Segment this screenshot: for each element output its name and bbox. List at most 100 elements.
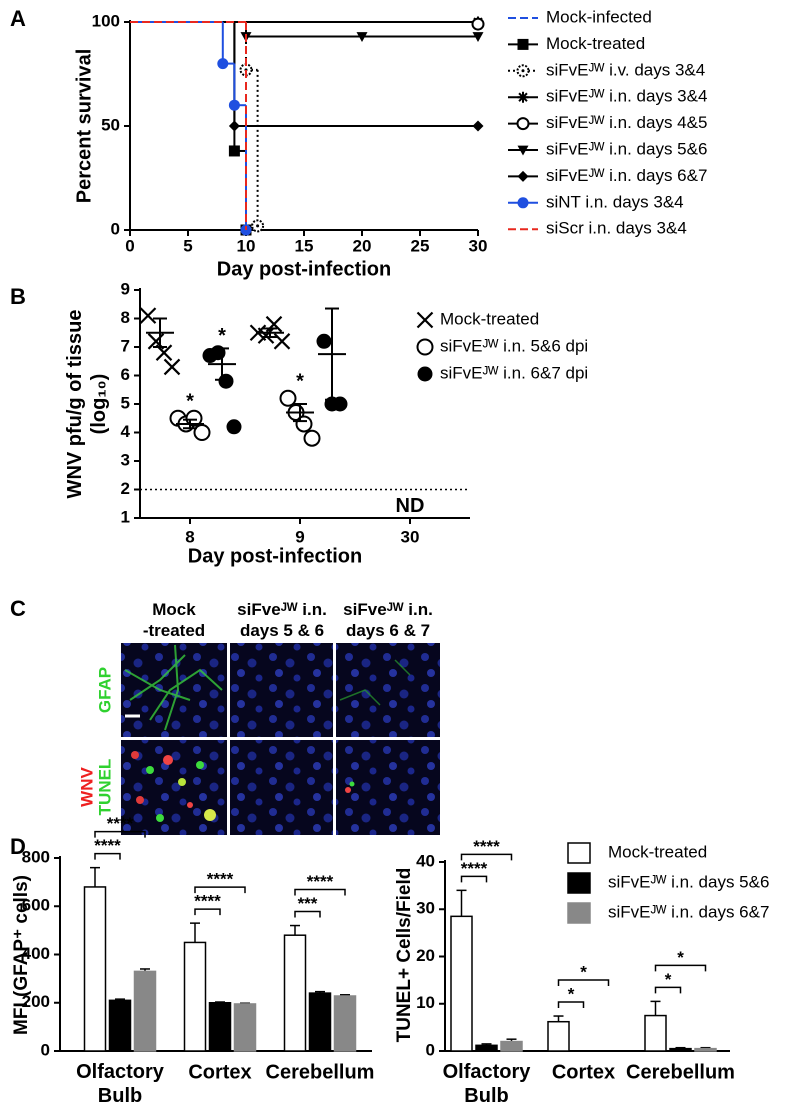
marker	[472, 120, 484, 132]
significance-label: *	[665, 970, 672, 989]
legend-swatch	[567, 902, 591, 924]
legend-label: siFvEᴶᵂ i.n. 6&7 dpi	[440, 363, 588, 382]
y-tick-label: 200	[22, 992, 50, 1011]
y-tick-label: 8	[121, 308, 130, 327]
significance: *	[296, 371, 304, 393]
marker	[193, 424, 211, 441]
marker	[163, 358, 181, 376]
y-tick-label: 6	[121, 365, 130, 384]
bar	[450, 915, 473, 1052]
significance-label: ****	[461, 859, 488, 878]
marker	[356, 32, 368, 43]
significance-label: ****	[207, 870, 234, 889]
y-tick-label: 100	[92, 11, 120, 30]
y-tick-label: 5	[121, 393, 130, 412]
significance-bracket	[557, 979, 610, 987]
tunel-stain	[131, 751, 355, 822]
legend-label: Mock-treated	[440, 309, 539, 328]
text-line: (log₁₀)	[88, 374, 110, 435]
y-tick-label: 1	[121, 507, 130, 526]
text-line: days 5 & 6	[240, 621, 324, 640]
significance-label: ****	[94, 836, 121, 855]
text-line: siFveᴶᵂ i.n.	[237, 600, 327, 619]
legend-label: siFvEᴶᵂ i.v. days 3&4	[546, 60, 705, 79]
significance-bracket	[94, 830, 146, 838]
y-axis-title: MFI (GFAP⁺ cells)	[11, 875, 32, 1035]
significance-bracket	[654, 986, 682, 994]
legend-label: siFvEᴶᵂ i.n. days 5&6	[608, 872, 769, 891]
significance-bracket	[294, 888, 346, 896]
marker	[228, 145, 240, 157]
marker	[517, 145, 529, 156]
significance-bracket	[194, 886, 246, 894]
y-tick-label: 3	[121, 450, 130, 469]
bar	[644, 1014, 667, 1052]
marker-dot	[256, 224, 260, 228]
legend-swatch	[567, 842, 591, 864]
panel-label: C	[10, 596, 26, 621]
marker	[226, 419, 242, 435]
significance-bracket	[94, 852, 121, 860]
legend-label: siFvEᴶᵂ i.n. days 3&4	[546, 87, 707, 106]
x-tick-label: 30	[401, 527, 420, 546]
x-tick-label: 30	[469, 236, 488, 255]
bar	[669, 1047, 692, 1052]
significance-bracket	[460, 875, 488, 883]
legend-label: Mock-treated	[608, 842, 707, 861]
significance-label: ****	[473, 837, 500, 856]
marker	[416, 311, 434, 329]
marker	[516, 117, 530, 131]
significance: *	[218, 325, 226, 347]
y-tick-label: 400	[22, 944, 50, 963]
marker	[417, 366, 433, 382]
legend-label: siFvEᴶᵂ i.n. days 5&6	[546, 139, 707, 158]
x-tick-label: 15	[295, 236, 314, 255]
y-tick-label: 2	[121, 479, 130, 498]
text-line: WNV pfu/g of tissue	[64, 310, 86, 499]
legend-label: siFvEᴶᵂ i.n. 5&6 dpi	[440, 336, 588, 355]
column-header: siFveᴶᵂ i.n. days 6 & 7	[343, 600, 433, 640]
marker	[228, 120, 240, 132]
marker	[251, 219, 265, 233]
significance-bracket	[294, 910, 321, 918]
bar	[208, 1002, 232, 1052]
significance-label: ***	[298, 894, 318, 913]
marker	[516, 64, 530, 78]
significance-label: *	[580, 963, 587, 982]
bar	[547, 1020, 570, 1052]
y-axis-title: TUNEL+ Cells/Field	[394, 868, 415, 1043]
y-tick-label: 7	[121, 336, 130, 355]
x-tick-label: 20	[353, 236, 372, 255]
micrographs	[121, 643, 440, 835]
bar	[333, 995, 357, 1052]
text-line: Mock	[152, 600, 196, 619]
marker	[228, 99, 240, 111]
marker	[295, 415, 313, 433]
significance-bracket	[654, 964, 707, 972]
y-axis-title: Percent survival	[73, 49, 95, 204]
marker	[517, 38, 529, 50]
bar	[183, 941, 207, 1052]
column-header: Mock -treated	[143, 600, 205, 640]
y-tick-label: 30	[416, 899, 435, 918]
gfap-stain	[124, 644, 223, 731]
x-tick-label: 8	[185, 527, 194, 546]
x-tick-label: 10	[237, 236, 256, 255]
y-tick-label: 4	[121, 422, 131, 441]
legend-label: siNT i.n. days 3&4	[546, 192, 684, 211]
x-tick-label: Olfactory Bulb	[443, 1061, 532, 1104]
x-tick-label: Cortex	[552, 1061, 615, 1083]
marker	[217, 58, 229, 70]
legend-label: siScr i.n. days 3&4	[546, 219, 687, 238]
y-tick-label: 20	[416, 946, 435, 965]
row-label: GFAP	[95, 667, 114, 713]
significance-label: ****	[307, 872, 334, 891]
significance-label: ****	[107, 814, 134, 833]
legend-swatch	[567, 872, 591, 894]
marker	[517, 170, 529, 182]
x-axis-title: Day post-infection	[188, 545, 362, 567]
text-line: days 6 & 7	[346, 621, 430, 640]
text-line: Olfactory	[443, 1061, 532, 1083]
x-tick-label: Olfactory Bulb	[76, 1061, 165, 1104]
marker	[517, 197, 529, 209]
